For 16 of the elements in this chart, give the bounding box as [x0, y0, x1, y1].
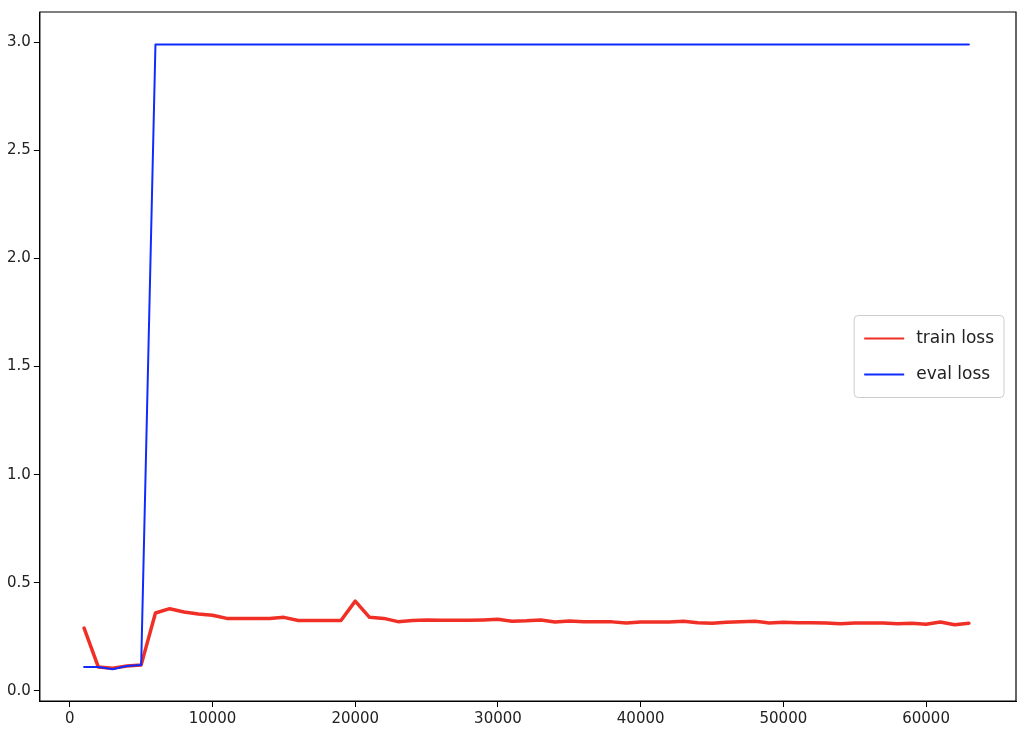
y-tick-label: 1.5: [7, 356, 31, 375]
x-tick-label: 30000: [474, 708, 522, 727]
legend-label: train loss: [916, 326, 995, 347]
x-tick-label: 60000: [902, 708, 950, 727]
x-tick-label: 40000: [616, 708, 665, 727]
y-tick-label: 0.0: [7, 680, 31, 699]
legend-label: eval loss: [916, 362, 991, 383]
y-tick-label: 2.0: [7, 248, 31, 267]
y-tick-label: 0.5: [7, 572, 31, 591]
y-tick-label: 3.0: [7, 32, 31, 51]
x-tick-label: 20000: [331, 708, 380, 727]
y-tick-label: 2.5: [7, 140, 31, 159]
x-tick-label: 0: [65, 708, 75, 727]
y-tick-label: 1.0: [7, 464, 31, 483]
x-tick-label: 50000: [759, 708, 808, 727]
x-tick-label: 10000: [188, 708, 237, 727]
